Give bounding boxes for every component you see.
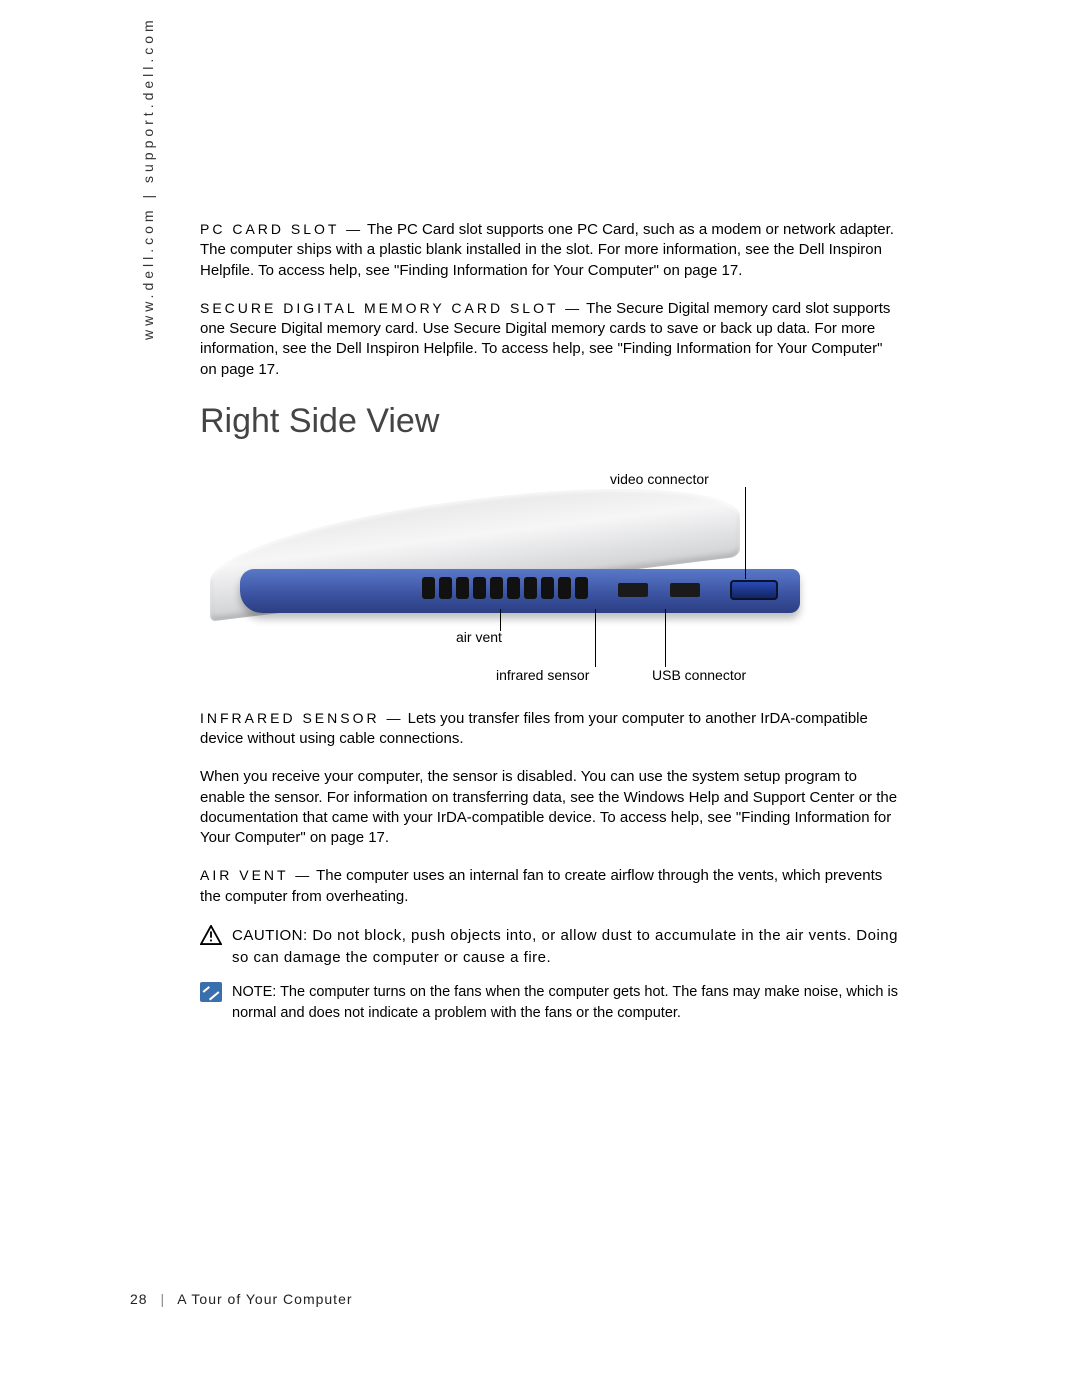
- usb-port-graphic: [670, 583, 700, 597]
- infrared-extra-para: When you receive your computer, the sens…: [200, 767, 900, 848]
- laptop-base-shape: [240, 569, 800, 613]
- page-content: PC Card Slot — The PC Card slot supports…: [200, 220, 900, 1023]
- page-number: 28: [130, 1291, 148, 1307]
- sd-slot-para: Secure Digital Memory Card Slot — The Se…: [200, 299, 900, 380]
- right-side-diagram: video connector air vent infrared sensor…: [200, 469, 870, 699]
- usb-connector-label: USB connector: [652, 667, 746, 683]
- pc-card-slot-term: PC Card Slot —: [200, 221, 363, 237]
- section-title: A Tour of Your Computer: [177, 1291, 352, 1307]
- caution-text: CAUTION: Do not block, push objects into…: [232, 925, 900, 969]
- sd-slot-term: Secure Digital Memory Card Slot —: [200, 300, 582, 316]
- infrared-term: Infrared Sensor —: [200, 710, 403, 726]
- caution-icon: [200, 925, 222, 945]
- leader-line: [500, 609, 501, 631]
- caution-block: CAUTION: Do not block, push objects into…: [200, 925, 900, 969]
- sidebar-url: www.dell.com | support.dell.com: [140, 16, 156, 340]
- air-vent-label: air vent: [456, 629, 502, 645]
- note-block: NOTE: The computer turns on the fans whe…: [200, 982, 900, 1023]
- note-text: NOTE: The computer turns on the fans whe…: [232, 982, 900, 1023]
- air-vent-para: Air Vent — The computer uses an internal…: [200, 866, 900, 907]
- infrared-sensor-label: infrared sensor: [496, 667, 589, 683]
- page-footer: 28 | A Tour of Your Computer: [130, 1291, 353, 1307]
- video-connector-label: video connector: [610, 471, 709, 487]
- air-vent-graphic: [422, 577, 588, 599]
- section-heading: Right Side View: [200, 402, 900, 441]
- leader-line: [745, 487, 746, 579]
- infrared-para: Infrared Sensor — Lets you transfer file…: [200, 709, 900, 750]
- air-vent-term: Air Vent —: [200, 867, 312, 883]
- footer-separator: |: [160, 1291, 165, 1307]
- video-port-graphic: [730, 580, 778, 600]
- infrared-port-graphic: [618, 583, 648, 597]
- note-icon: [200, 982, 222, 1002]
- pc-card-slot-para: PC Card Slot — The PC Card slot supports…: [200, 220, 900, 281]
- leader-line: [665, 609, 666, 667]
- manual-page: www.dell.com | support.dell.com PC Card …: [0, 0, 1080, 1397]
- leader-line: [595, 609, 596, 667]
